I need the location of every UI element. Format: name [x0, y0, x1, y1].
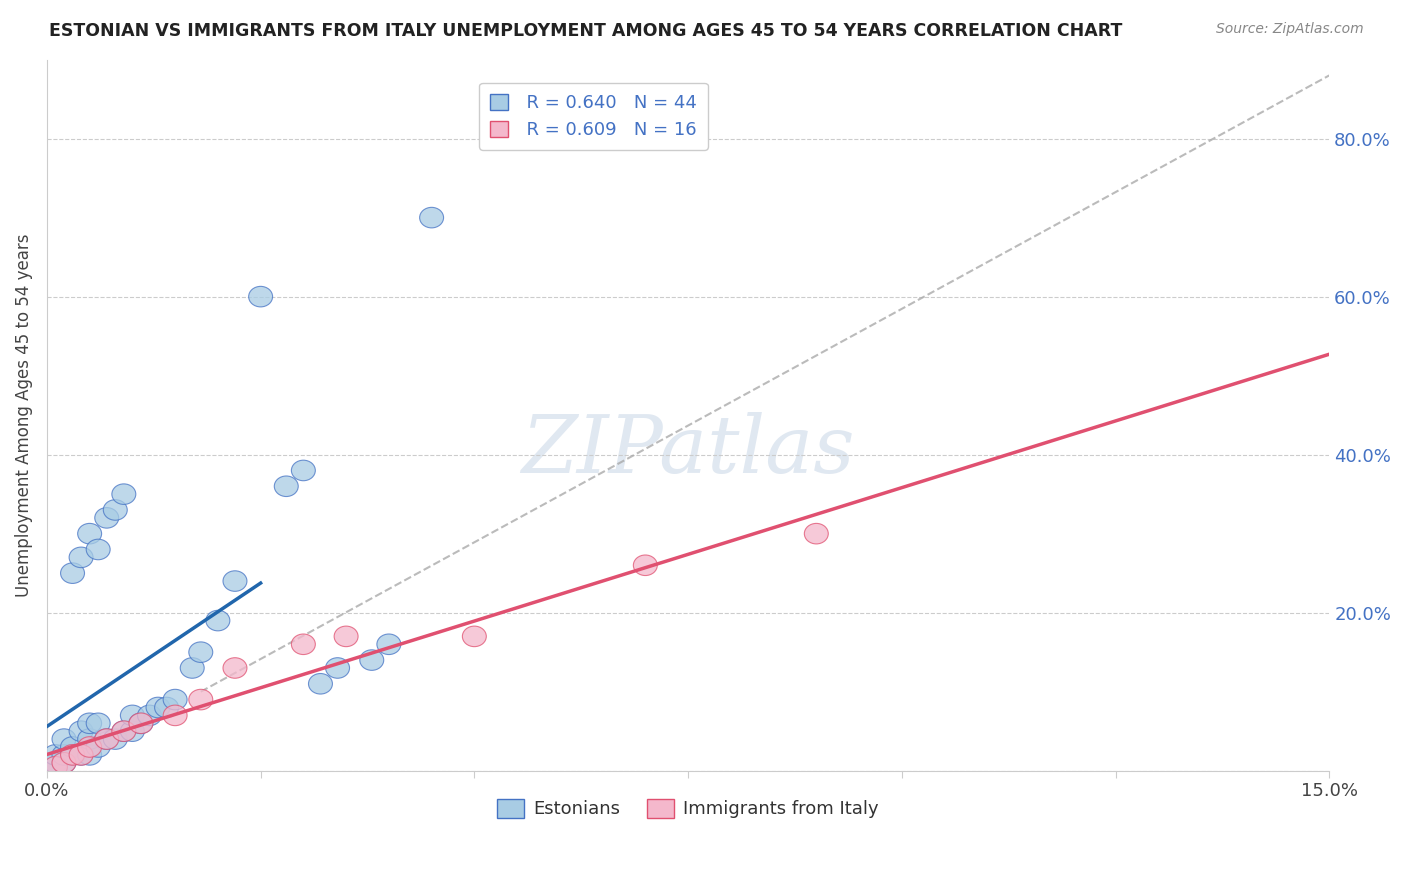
Ellipse shape [360, 649, 384, 671]
Ellipse shape [86, 539, 110, 560]
Ellipse shape [180, 657, 204, 678]
Ellipse shape [52, 753, 76, 773]
Ellipse shape [188, 642, 212, 663]
Ellipse shape [138, 705, 162, 726]
Ellipse shape [60, 745, 84, 765]
Ellipse shape [44, 745, 67, 765]
Ellipse shape [224, 657, 247, 678]
Ellipse shape [52, 729, 76, 749]
Ellipse shape [308, 673, 332, 694]
Ellipse shape [69, 745, 93, 765]
Ellipse shape [69, 745, 93, 765]
Ellipse shape [326, 657, 350, 678]
Ellipse shape [44, 753, 67, 773]
Ellipse shape [155, 698, 179, 718]
Ellipse shape [103, 500, 128, 520]
Ellipse shape [112, 721, 136, 741]
Text: Source: ZipAtlas.com: Source: ZipAtlas.com [1216, 22, 1364, 37]
Ellipse shape [129, 713, 153, 733]
Text: ESTONIAN VS IMMIGRANTS FROM ITALY UNEMPLOYMENT AMONG AGES 45 TO 54 YEARS CORRELA: ESTONIAN VS IMMIGRANTS FROM ITALY UNEMPL… [49, 22, 1122, 40]
Ellipse shape [60, 745, 84, 765]
Ellipse shape [77, 713, 101, 733]
Ellipse shape [146, 698, 170, 718]
Ellipse shape [335, 626, 359, 647]
Ellipse shape [77, 745, 101, 765]
Y-axis label: Unemployment Among Ages 45 to 54 years: Unemployment Among Ages 45 to 54 years [15, 234, 32, 597]
Ellipse shape [94, 729, 118, 749]
Ellipse shape [249, 286, 273, 307]
Ellipse shape [52, 745, 76, 765]
Ellipse shape [163, 705, 187, 726]
Ellipse shape [291, 634, 315, 655]
Ellipse shape [112, 483, 136, 505]
Ellipse shape [86, 713, 110, 733]
Ellipse shape [86, 737, 110, 757]
Ellipse shape [291, 460, 315, 481]
Ellipse shape [112, 721, 136, 741]
Ellipse shape [60, 563, 84, 583]
Ellipse shape [103, 729, 128, 749]
Ellipse shape [94, 729, 118, 749]
Ellipse shape [188, 690, 212, 710]
Ellipse shape [163, 690, 187, 710]
Text: ZIPatlas: ZIPatlas [522, 412, 855, 490]
Ellipse shape [274, 476, 298, 497]
Ellipse shape [377, 634, 401, 655]
Ellipse shape [44, 756, 67, 777]
Ellipse shape [69, 721, 93, 741]
Ellipse shape [129, 713, 153, 733]
Ellipse shape [69, 547, 93, 567]
Ellipse shape [121, 705, 145, 726]
Legend: Estonians, Immigrants from Italy: Estonians, Immigrants from Italy [489, 792, 886, 826]
Ellipse shape [804, 524, 828, 544]
Ellipse shape [205, 610, 229, 631]
Ellipse shape [77, 524, 101, 544]
Ellipse shape [52, 753, 76, 773]
Ellipse shape [419, 207, 443, 227]
Ellipse shape [44, 756, 67, 777]
Ellipse shape [77, 729, 101, 749]
Ellipse shape [121, 721, 145, 741]
Ellipse shape [224, 571, 247, 591]
Ellipse shape [60, 737, 84, 757]
Ellipse shape [463, 626, 486, 647]
Ellipse shape [94, 508, 118, 528]
Ellipse shape [633, 555, 657, 575]
Ellipse shape [77, 737, 101, 757]
